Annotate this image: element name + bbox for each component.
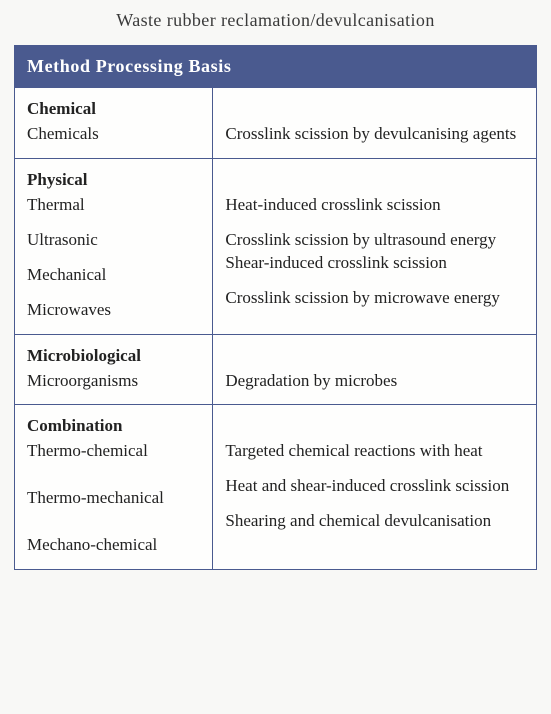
spacer — [225, 217, 524, 229]
section-left: Combination Thermo-chemical Thermo-mecha… — [15, 405, 213, 570]
category-label: Chemical — [27, 98, 200, 121]
section-microbiological: Microbiological Microorganisms Degradati… — [15, 334, 537, 405]
method-sub: Mechano-chemical — [27, 534, 200, 557]
spacer — [225, 275, 524, 287]
method-sub: Thermo-mechanical — [27, 487, 200, 510]
section-chemical: Chemical Chemicals Crosslink scission by… — [15, 88, 537, 159]
category-label: Combination — [27, 415, 200, 438]
blank-line — [225, 345, 524, 368]
section-left: Chemical Chemicals — [15, 88, 213, 159]
spacer — [27, 522, 200, 534]
page-container: Waste rubber reclamation/devulcanisation… — [0, 0, 551, 584]
method-sub: Thermal — [27, 194, 200, 217]
method-desc: Shearing and chemical devulcanisation — [225, 510, 524, 533]
method-sub: Microwaves — [27, 299, 200, 322]
section-combination: Combination Thermo-chemical Thermo-mecha… — [15, 405, 537, 570]
spacer — [225, 463, 524, 475]
method-sub: Microorganisms — [27, 370, 200, 393]
spacer — [27, 287, 200, 299]
spacer — [27, 217, 200, 229]
section-physical: Physical Thermal Ultrasonic Mechanical M… — [15, 158, 537, 334]
method-desc: Crosslink scission by ultrasound energy — [225, 229, 524, 252]
spacer — [27, 475, 200, 487]
method-desc: Targeted chemical reactions with heat — [225, 440, 524, 463]
method-sub: Ultrasonic — [27, 229, 200, 252]
section-right: Crosslink scission by devulcanising agen… — [213, 88, 537, 159]
category-label: Physical — [27, 169, 200, 192]
spacer — [225, 498, 524, 510]
section-left: Physical Thermal Ultrasonic Mechanical M… — [15, 158, 213, 334]
spacer — [27, 252, 200, 264]
method-desc: Heat and shear-induced crosslink scissio… — [225, 475, 524, 498]
method-desc: Shear-induced crosslink scission — [225, 252, 524, 275]
method-sub: Chemicals — [27, 123, 200, 146]
blank-line — [225, 415, 524, 438]
method-desc: Heat-induced crosslink scission — [225, 194, 524, 217]
section-right: Degradation by microbes — [213, 334, 537, 405]
method-sub: Thermo-chemical — [27, 440, 200, 463]
section-right: Heat-induced crosslink scission Crosslin… — [213, 158, 537, 334]
table-header: Method Processing Basis — [15, 46, 537, 88]
method-desc: Crosslink scission by microwave energy — [225, 287, 524, 310]
method-desc: Degradation by microbes — [225, 370, 524, 393]
methods-table: Method Processing Basis Chemical Chemica… — [14, 45, 537, 570]
section-left: Microbiological Microorganisms — [15, 334, 213, 405]
method-desc: Crosslink scission by devulcanising agen… — [225, 123, 524, 146]
spacer — [27, 463, 200, 475]
blank-line — [225, 98, 524, 121]
section-right: Targeted chemical reactions with heat He… — [213, 405, 537, 570]
category-label: Microbiological — [27, 345, 200, 368]
page-title: Waste rubber reclamation/devulcanisation — [14, 0, 537, 45]
spacer — [27, 510, 200, 522]
blank-line — [225, 169, 524, 192]
method-sub: Mechanical — [27, 264, 200, 287]
